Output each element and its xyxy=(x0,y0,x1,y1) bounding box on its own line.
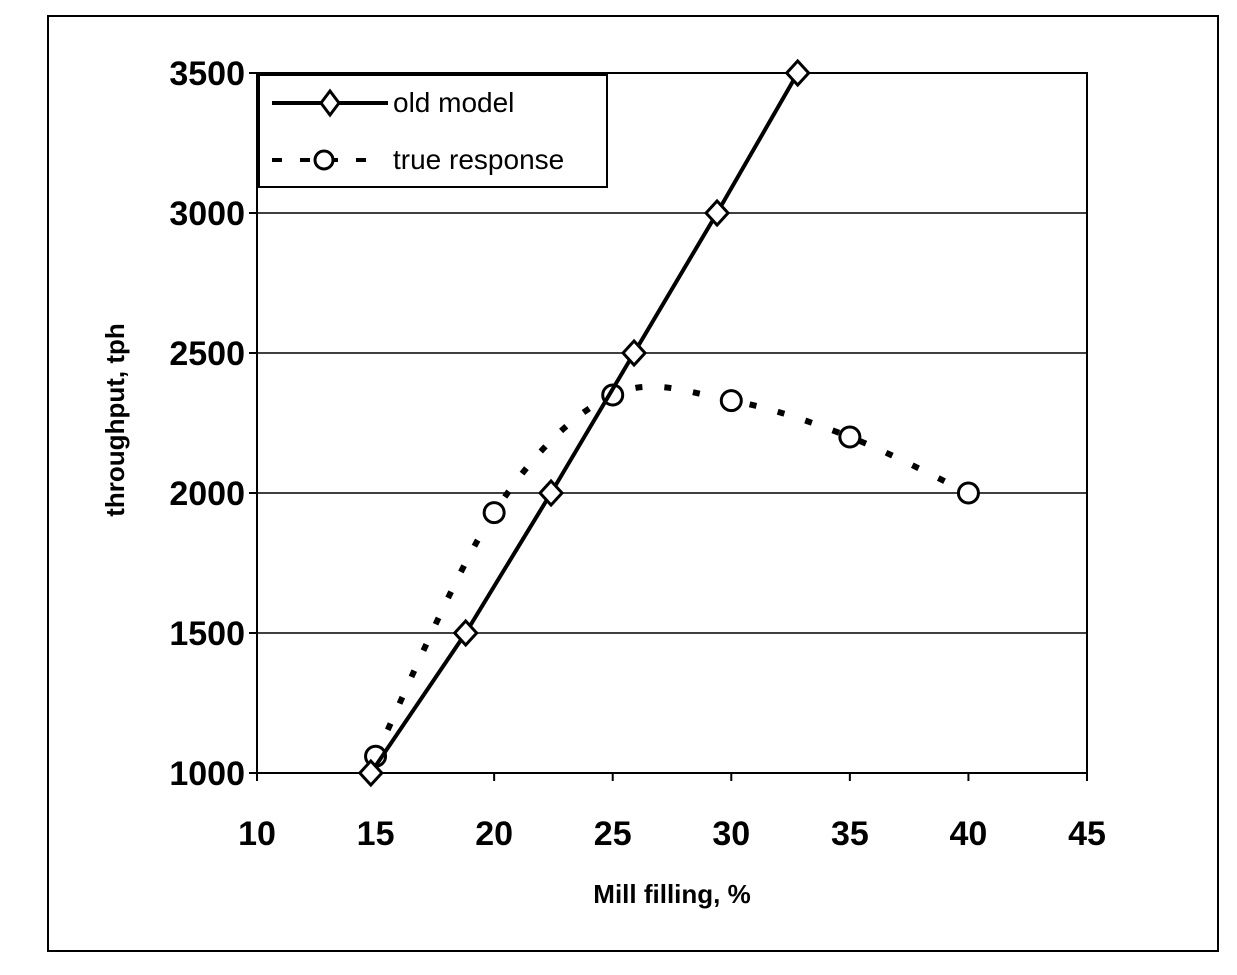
y-axis-title: throughput, tph xyxy=(100,323,130,516)
x-tick-label: 35 xyxy=(831,815,869,853)
true-response-line xyxy=(372,383,970,758)
legend-item-old-model: old model xyxy=(272,87,514,118)
x-tick-label: 45 xyxy=(1068,815,1106,853)
plot-area: 10 15 20 25 30 35 40 45 1000 1500 2000 2500 3000 350… xyxy=(169,55,1106,853)
y-tick-label: 1000 xyxy=(169,755,245,793)
diamond-marker-icon xyxy=(319,88,341,118)
diamond-marker-icon xyxy=(357,758,384,788)
legend: old model true response xyxy=(258,74,608,188)
x-tick-label: 40 xyxy=(950,815,988,853)
diamond-marker-icon xyxy=(704,198,731,228)
series-old-model xyxy=(357,58,811,788)
x-tick-label: 15 xyxy=(357,815,395,853)
y-tick-label: 2000 xyxy=(169,475,245,513)
legend-box xyxy=(258,74,608,188)
legend-label-true-response: true response xyxy=(393,144,564,175)
circle-marker-icon xyxy=(838,425,862,449)
diamond-marker-icon xyxy=(784,58,811,88)
y-tick-label: 3000 xyxy=(169,195,245,233)
y-tick-label: 2500 xyxy=(169,335,245,373)
diamond-marker-icon xyxy=(452,618,479,648)
x-tick-label: 30 xyxy=(712,815,750,853)
gridlines xyxy=(257,212,1087,634)
circle-marker-icon xyxy=(482,501,506,525)
x-axis-title: Mill filling, % xyxy=(593,879,750,909)
x-tick-label: 10 xyxy=(238,815,276,853)
y-tick-label: 3500 xyxy=(169,55,245,93)
x-tick-label: 20 xyxy=(475,815,513,853)
legend-label-old-model: old model xyxy=(393,87,514,118)
x-axis-ticks: 10 15 20 25 30 35 40 45 xyxy=(238,773,1106,853)
legend-item-true-response: true response xyxy=(272,144,564,175)
y-axis-ticks: 1000 1500 2000 2500 3000 3500 xyxy=(169,55,257,793)
circle-marker-icon xyxy=(956,481,980,505)
x-tick-label: 25 xyxy=(594,815,632,853)
old-model-line xyxy=(369,72,800,775)
diamond-marker-icon xyxy=(538,478,565,508)
circle-marker-icon xyxy=(313,149,335,171)
y-tick-label: 1500 xyxy=(169,615,245,653)
circle-marker-icon xyxy=(719,389,743,413)
diamond-marker-icon xyxy=(621,338,648,368)
